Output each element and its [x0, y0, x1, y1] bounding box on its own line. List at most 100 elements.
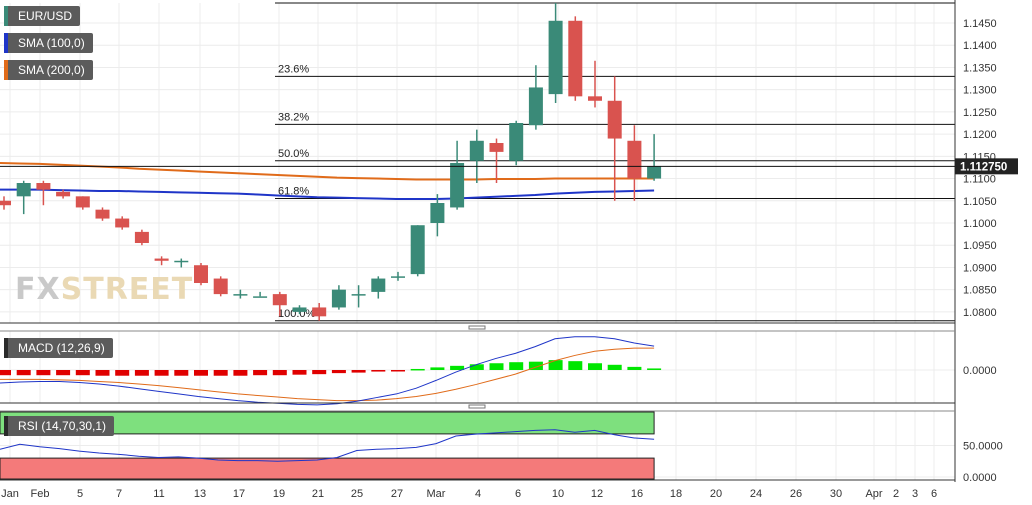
candle-body [213, 278, 228, 295]
candle-body [154, 258, 169, 261]
axes: Jan Feb 5 7 11 13 17 19 21 25 27 Mar 4 6 10 12 16 18 20 24 2… [0, 0, 1018, 500]
candle-body [16, 183, 31, 197]
macd-histogram-bar [233, 370, 248, 376]
sma200-label: SMA (200,0) [18, 63, 85, 77]
macd-histogram-bar [509, 362, 524, 370]
resize-handle-icon [468, 325, 486, 330]
candle-body [430, 203, 445, 223]
sma200-legend[interactable]: SMA (200,0) [4, 60, 93, 80]
macd-histogram-bar [154, 370, 169, 376]
candle-body [0, 200, 11, 206]
x-tick-label: 5 [77, 488, 83, 500]
macd-histogram-bar [213, 370, 228, 376]
candle-body [548, 20, 563, 95]
rsi-line [0, 429, 655, 462]
x-tick-label: 10 [552, 488, 564, 500]
fib-label: 23.6% [278, 63, 309, 75]
fxstreet-watermark: FXSTREET [15, 272, 193, 307]
macd-histogram-bar [568, 361, 583, 370]
symbol-legend[interactable]: EUR/USD [4, 6, 81, 26]
macd-legend[interactable]: MACD (12,26,9) [4, 338, 113, 358]
macd-histogram-bar [115, 370, 130, 376]
macd-histogram-bar [174, 370, 189, 376]
candlesticks[interactable] [0, 3, 662, 321]
macd-histogram-bar [134, 370, 149, 376]
fib-label: 50.0% [278, 148, 309, 160]
price-tick-label: 1.0900 [963, 262, 997, 274]
candle-body [450, 163, 465, 208]
candle-body [469, 140, 484, 161]
x-tick-label: 2 [893, 488, 899, 500]
last-price-tag [955, 158, 1018, 175]
macd-tick-label: 0.0000 [963, 365, 997, 377]
candle-body [528, 87, 543, 126]
x-tick-label: Jan [1, 488, 19, 500]
macd-histogram-bar [489, 363, 504, 370]
rsi-tick-label: 50.0000 [963, 441, 1003, 453]
sma200-line [0, 162, 655, 181]
macd-histogram-bar [627, 366, 642, 370]
price-tick-label: 1.1050 [963, 196, 997, 208]
candle-body [312, 307, 327, 317]
resize-handle-icon [468, 404, 486, 409]
candle-body [509, 123, 524, 161]
macd-histogram-bar [292, 370, 307, 375]
candle-body [607, 100, 622, 139]
candle-body [371, 278, 386, 292]
macd-histogram-bar [272, 370, 287, 376]
candle-body [292, 307, 307, 312]
candle-body [134, 231, 149, 243]
sma100-legend[interactable]: SMA (100,0) [4, 33, 93, 53]
x-tick-label: 16 [631, 488, 643, 500]
rsi-overbought-zone [0, 411, 655, 435]
candle-body [568, 20, 583, 97]
x-tick-label: 7 [116, 488, 122, 500]
price-tick-label: 1.1350 [963, 62, 997, 74]
x-tick-label: 13 [194, 488, 206, 500]
macd-histogram-bar [56, 370, 71, 376]
x-tick-label: 30 [830, 488, 842, 500]
x-tick-label: 25 [351, 488, 363, 500]
sma100-line [0, 188, 655, 200]
x-tick-label: 21 [312, 488, 324, 500]
rsi-panel [0, 411, 655, 480]
rsi-oversold-zone [0, 457, 655, 480]
x-tick-label: 24 [750, 488, 762, 500]
macd-histogram-bar [351, 370, 366, 373]
macd-signal-line [0, 347, 655, 402]
candle-body [95, 209, 110, 219]
candle-body [75, 196, 90, 208]
candle-body [331, 289, 346, 308]
macd-label: MACD (12,26,9) [18, 341, 105, 355]
x-tick-label: 18 [670, 488, 682, 500]
last-price-label: 1.112750 [960, 161, 1007, 173]
macd-histogram-bar [391, 370, 405, 372]
macd-histogram-bar [410, 368, 425, 371]
rsi-legend[interactable]: RSI (14,70,30,1) [4, 416, 115, 436]
macd-histogram-bar [450, 365, 465, 370]
watermark-street: STREET [60, 272, 194, 307]
price-tick-label: 1.1100 [963, 174, 996, 186]
candle-body [194, 265, 208, 283]
macd-histogram-bar [647, 368, 662, 370]
x-tick-label: 12 [591, 488, 603, 500]
watermark-fx: FX [15, 272, 61, 307]
macd-histogram-bar [194, 370, 208, 376]
candle-body [56, 191, 71, 197]
x-tick-label: 27 [391, 488, 403, 500]
candle-body [174, 260, 189, 263]
price-tick-label: 1.1000 [963, 218, 997, 230]
macd-line [0, 336, 655, 406]
macd-histogram-bar [588, 363, 602, 370]
x-tick-label: Feb [31, 488, 50, 500]
macd-histogram-bar [607, 364, 622, 370]
x-tick-label: 6 [515, 488, 521, 500]
macd-histogram-bar [331, 370, 346, 374]
moving-averages [0, 162, 655, 200]
candle-body [588, 96, 602, 101]
fib-label: 38.2% [278, 111, 309, 123]
price-tick-label: 1.1300 [963, 85, 997, 97]
price-tick-label: 1.0950 [963, 240, 997, 252]
candle-body [647, 166, 662, 179]
